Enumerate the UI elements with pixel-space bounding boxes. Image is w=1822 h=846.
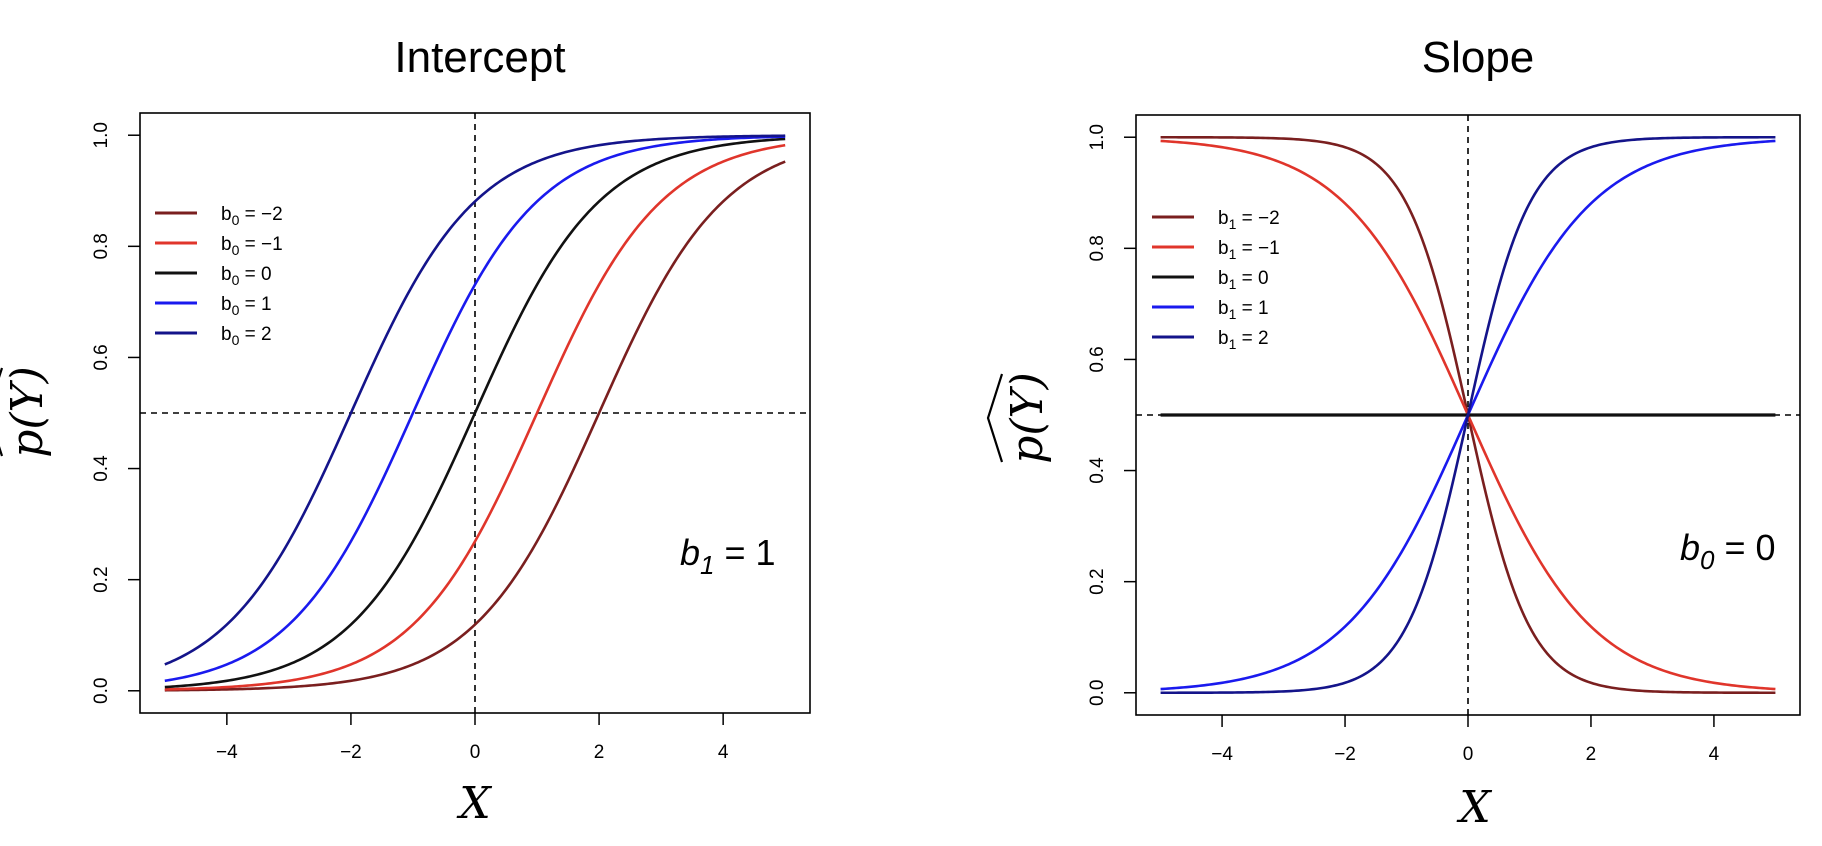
y-tick-label: 0.6 [1087, 346, 1108, 372]
y-tick-label: 0.8 [91, 233, 112, 259]
legend-label: b0 = 0 [221, 264, 272, 288]
y-axis-label-text: p(Y) [2, 366, 53, 458]
legend-label: b1 = −2 [1218, 208, 1280, 232]
series-line [1160, 135, 1776, 695]
y-tick-label: 1.0 [91, 122, 112, 148]
y-tick-label: 0.6 [91, 344, 112, 370]
x-tick-label: −4 [216, 742, 238, 763]
y-axis-label: p(Y) [986, 372, 1053, 464]
x-tick-label: −2 [340, 742, 362, 763]
x-tick-label: 0 [470, 742, 481, 763]
y-tick-label: 0.8 [1087, 235, 1108, 261]
x-tick-label: −2 [1334, 744, 1356, 765]
y-tick-label: 0.0 [1087, 680, 1108, 706]
series-line [164, 160, 786, 692]
chart-title: Intercept [394, 33, 565, 82]
x-tick-label: −4 [1211, 744, 1233, 765]
series-line [164, 135, 786, 683]
y-tick-label: 0.2 [91, 566, 112, 592]
x-tick-label: 4 [1709, 744, 1720, 765]
y-tick-label: 0.4 [1087, 457, 1108, 484]
y-tick-label: 1.0 [1087, 124, 1108, 150]
y-tick-label: 0.0 [91, 678, 112, 704]
y-axis-label-text: p(Y) [1002, 372, 1053, 464]
legend-label: b0 = −1 [221, 234, 283, 258]
annotation: b1 = 1 [680, 532, 776, 580]
legend: b1 = −2 b1 = −1 b1 = 0 b1 = 1 b1 = 2 [1152, 208, 1280, 352]
chart-panel-intercept: Intercept 0.0 0.2 0.4 0.6 0.8 1.0 −4 −2 0 2 4 b0 = −… [0, 33, 811, 829]
legend: b0 = −2 b0 = −1 b0 = 0 b0 = 1 b0 = 2 [155, 204, 283, 348]
series-line [164, 143, 786, 691]
series-line [164, 134, 786, 666]
legend-label: b1 = 1 [1218, 298, 1269, 322]
legend-label: b1 = 2 [1218, 328, 1269, 352]
legend-label: b1 = −1 [1218, 238, 1280, 262]
annotation: b0 = 0 [1680, 527, 1776, 575]
chart-title: Slope [1422, 33, 1535, 82]
legend-label: b0 = 1 [221, 294, 272, 318]
x-tick-label: 2 [1586, 744, 1597, 765]
x-axis-label: X [1456, 782, 1492, 833]
hat-accent [986, 373, 1004, 463]
x-tick-label: 2 [594, 742, 605, 763]
legend-label: b1 = 0 [1218, 268, 1269, 292]
y-tick-label: 0.4 [91, 455, 112, 482]
y-axis-label: p(Y) [0, 366, 53, 458]
legend-label: b0 = −2 [221, 204, 283, 228]
x-tick-label: 0 [1463, 744, 1474, 765]
y-tick-label: 0.2 [1087, 568, 1108, 594]
x-axis-label: X [456, 778, 492, 829]
series-line [164, 137, 786, 689]
x-tick-label: 4 [718, 742, 729, 763]
legend-label: b0 = 2 [221, 324, 272, 348]
